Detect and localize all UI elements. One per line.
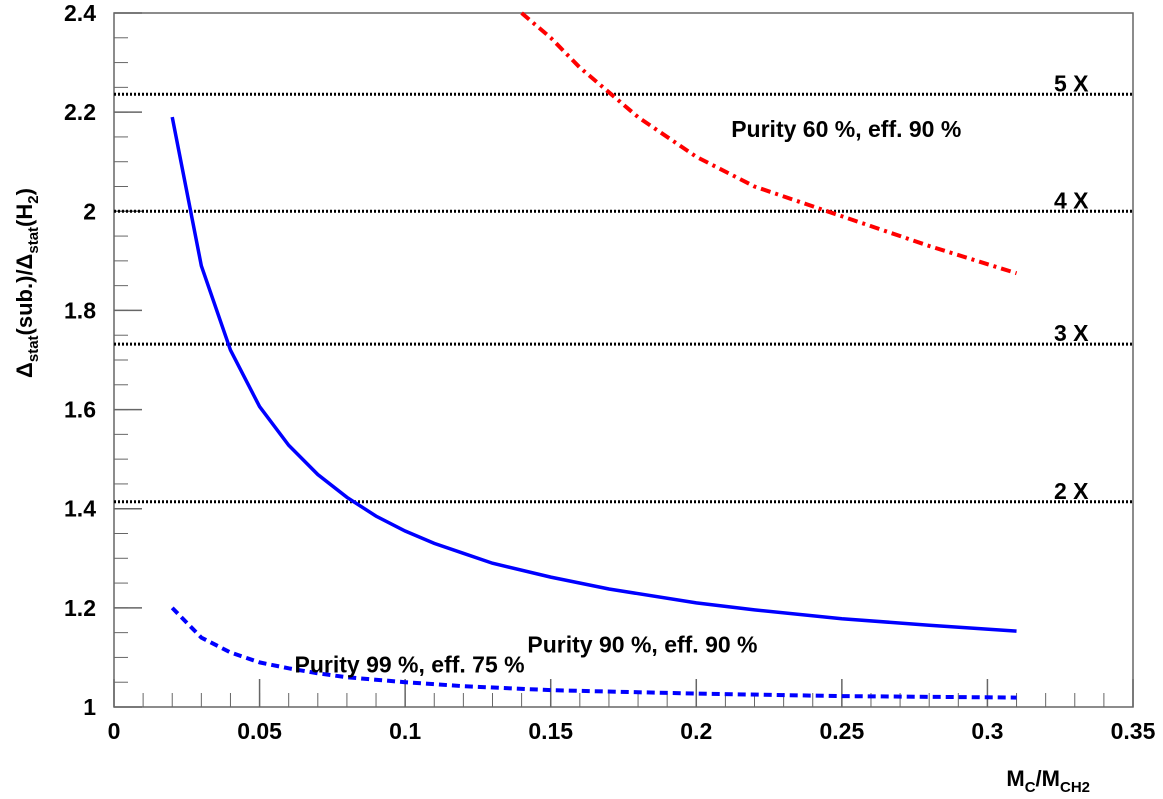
y-tick-label: 2 [83, 198, 96, 224]
reference-line-label: 4 X [1054, 187, 1089, 213]
y-tick-label: 1.2 [64, 595, 96, 621]
x-tick-label: 0.05 [237, 718, 282, 744]
y-tick-label: 1.8 [64, 297, 96, 323]
y-axis-label: Δstat(sub.)/Δstat(H2) [12, 188, 42, 378]
reference-line-label: 5 X [1054, 70, 1089, 96]
y-tick-label: 1 [83, 694, 96, 720]
series-annotation: Purity 99 %, eff. 75 % [295, 651, 525, 677]
x-tick-label: 0.1 [389, 718, 421, 744]
reference-label-bg [1053, 68, 1099, 93]
x-tick-label: 0.15 [528, 718, 573, 744]
y-tick-label: 2.2 [64, 99, 96, 125]
plot-frame [113, 12, 1134, 708]
x-tick-label: 0.35 [1111, 718, 1156, 744]
reference-label-bg [1053, 475, 1099, 500]
reference-label-bg [1053, 318, 1099, 343]
series-line-0 [520, 11, 1018, 276]
x-tick-label: 0.2 [680, 718, 712, 744]
reference-label-bg [1053, 185, 1099, 210]
reference-line-label: 2 X [1054, 478, 1089, 504]
x-tick-label: 0.25 [819, 718, 864, 744]
y-tick-label: 1.4 [64, 496, 96, 522]
x-axis-label: MC/MCH2 [1006, 766, 1090, 794]
series-annotation: Purity 60 %, eff. 90 % [731, 116, 961, 142]
x-tick-label: 0.3 [971, 718, 1003, 744]
y-tick-label: 1.6 [64, 397, 96, 423]
series-line-1 [170, 116, 1017, 633]
series-annotation: Purity 90 %, eff. 90 % [527, 631, 757, 657]
x-tick-label: 0 [108, 718, 121, 744]
reference-line-label: 3 X [1054, 320, 1089, 346]
y-tick-label: 2.4 [64, 0, 96, 26]
